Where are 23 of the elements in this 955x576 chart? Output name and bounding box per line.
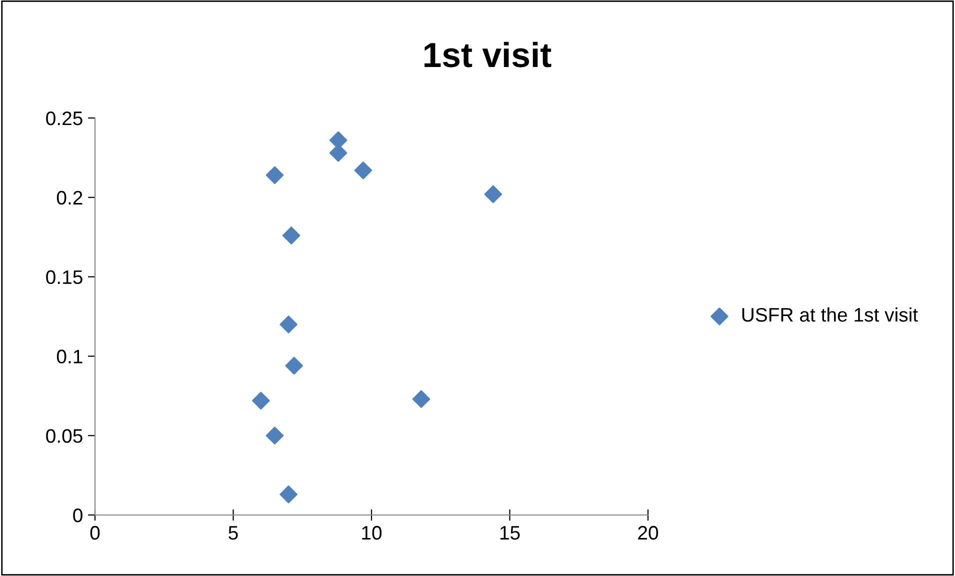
point (280, 485, 298, 504)
y-tick-label: 0.2 (56, 190, 82, 205)
point (266, 166, 284, 184)
point (484, 185, 502, 204)
x-tick-label: 15 (500, 526, 520, 540)
y-tick-label: 0.15 (46, 270, 82, 284)
y-tick-label: 0.25 (46, 111, 82, 126)
y-tick-label: 0.05 (46, 429, 82, 443)
x-tick-label: 5 (228, 526, 238, 540)
y-tick-label: 0.1 (56, 350, 82, 364)
point (412, 390, 430, 408)
point (285, 356, 303, 375)
legend-label: USFR at the 1st visit (742, 307, 918, 322)
x-tick-label: 20 (638, 526, 658, 540)
point (266, 426, 284, 445)
y-tick-label: 0 (73, 508, 82, 522)
point (280, 316, 298, 334)
x-tick-label: 0 (90, 526, 100, 540)
x-tick-label: 10 (362, 526, 382, 540)
chart-title: 1st visit (424, 42, 552, 68)
point (282, 226, 300, 244)
point (252, 392, 270, 410)
point (354, 161, 372, 180)
